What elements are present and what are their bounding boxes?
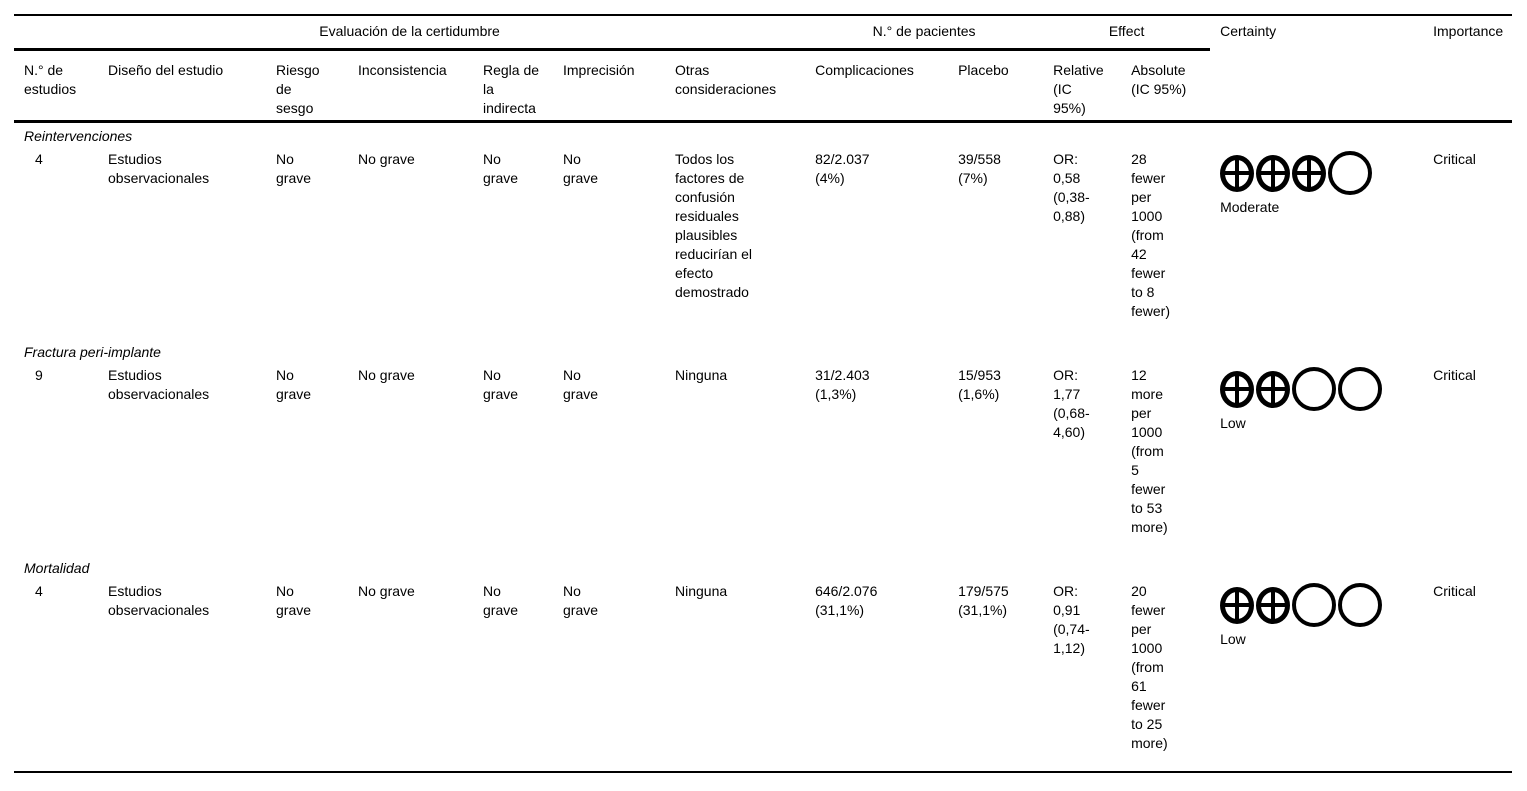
cell-otras-consideraciones: Todos los factores de confusión residual… (675, 151, 753, 300)
section-title-mortalidad: Mortalidad (24, 560, 90, 576)
grade-plus-circle-icon (1220, 586, 1255, 624)
cell-placebo: 15/953 (1,6%) (958, 367, 1001, 402)
col-header-complicaciones: Complicaciones (805, 49, 949, 123)
col-header-n-estudios: N.° de estudios (14, 49, 98, 123)
grade-empty-circle-icon (1338, 367, 1383, 411)
cell-importance: Critical (1433, 583, 1476, 599)
table-row: 9 Estudios observacionales No grave No g… (14, 362, 1512, 555)
cell-n-estudios: 4 (35, 583, 43, 599)
cell-diseno: Estudios observacionales (108, 367, 210, 402)
col-header-absolute: Absolute (IC 95%) (1121, 49, 1211, 123)
grade-plus-circle-icon (1292, 154, 1327, 192)
cell-inconsistencia: No grave (358, 583, 415, 599)
grade-empty-circle-icon (1338, 583, 1383, 627)
section-title-row: Mortalidad (14, 555, 1512, 578)
grade-empty-circle-icon (1328, 151, 1373, 195)
section-title-reintervenciones: Reintervenciones (24, 128, 133, 144)
grade-certainty-icons (1220, 366, 1415, 412)
cell-relative: OR: 0,91 (0,74- 1,12) (1053, 583, 1090, 656)
grade-certainty-icons (1220, 150, 1415, 196)
cell-complicaciones: 31/2.403 (1,3%) (815, 367, 870, 402)
grade-plus-circle-icon (1256, 370, 1291, 408)
col-header-otras-consideraciones: Otras consideraciones (665, 49, 806, 123)
certainty-label: Moderate (1220, 199, 1280, 215)
section-title-row: Reintervenciones (14, 122, 1512, 147)
cell-n-estudios: 9 (35, 367, 43, 383)
cell-otras-consideraciones: Ninguna (675, 583, 728, 599)
section-title-row: Fractura peri-implante (14, 339, 1512, 362)
group-header-effect: Effect (1043, 14, 1211, 51)
col-header-regla-indirecta: Regla de la indirecta (473, 49, 553, 123)
grade-empty-circle-icon (1292, 583, 1337, 627)
cell-riesgo-de-sesgo: No grave (276, 151, 312, 186)
group-header-patients: N.° de pacientes (805, 14, 1044, 51)
col-header-relative: Relative (IC 95%) (1043, 49, 1122, 123)
cell-regla-indirecta: No grave (483, 367, 519, 402)
group-header-importance: Importance (1423, 14, 1513, 123)
cell-relative: OR: 0,58 (0,38- 0,88) (1053, 151, 1090, 224)
cell-diseno: Estudios observacionales (108, 583, 210, 618)
col-header-riesgo-de-sesgo: Riesgo de sesgo (266, 49, 348, 123)
cell-n-estudios: 4 (35, 151, 43, 167)
cell-absolute: 20 fewer per 1000 (from 61 fewer to 25 m… (1131, 583, 1168, 751)
cell-placebo: 179/575 (31,1%) (958, 583, 1009, 618)
cell-relative: OR: 1,77 (0,68- 4,60) (1053, 367, 1090, 440)
col-header-inconsistencia: Inconsistencia (348, 49, 473, 123)
cell-imprecision: No grave (563, 367, 599, 402)
header-columns-row: N.° de estudios Diseño del estudio Riesg… (14, 49, 1512, 123)
col-header-placebo: Placebo (948, 49, 1044, 123)
grade-evidence-table: Evaluación de la certidumbre N.° de paci… (14, 14, 1513, 773)
grade-empty-circle-icon (1292, 367, 1337, 411)
table-row: 4 Estudios observacionales No grave No g… (14, 146, 1512, 339)
header-group-row: Evaluación de la certidumbre N.° de paci… (14, 14, 1513, 123)
cell-riesgo-de-sesgo: No grave (276, 583, 312, 618)
col-header-diseno: Diseño del estudio (98, 49, 266, 123)
cell-riesgo-de-sesgo: No grave (276, 367, 312, 402)
cell-otras-consideraciones: Ninguna (675, 367, 728, 383)
cell-regla-indirecta: No grave (483, 151, 519, 186)
section-title-fractura-peri-implante: Fractura peri-implante (24, 344, 161, 360)
cell-imprecision: No grave (563, 151, 599, 186)
cell-importance: Critical (1433, 151, 1476, 167)
grade-plus-circle-icon (1256, 154, 1291, 192)
grade-plus-circle-icon (1256, 586, 1291, 624)
cell-certainty: Low (1210, 578, 1423, 772)
grade-plus-circle-icon (1220, 154, 1255, 192)
table-body: Reintervenciones 4 Estudios observaciona… (14, 122, 1512, 773)
cell-inconsistencia: No grave (358, 151, 415, 167)
cell-complicaciones: 82/2.037 (4%) (815, 151, 870, 186)
cell-placebo: 39/558 (7%) (958, 151, 1001, 186)
cell-importance: Critical (1433, 367, 1476, 383)
certainty-label: Low (1220, 631, 1246, 647)
cell-absolute: 28 fewer per 1000 (from 42 fewer to 8 fe… (1131, 151, 1170, 319)
cell-complicaciones: 646/2.076 (31,1%) (815, 583, 878, 618)
cell-diseno: Estudios observacionales (108, 151, 210, 186)
cell-regla-indirecta: No grave (483, 583, 519, 618)
cell-certainty: Low (1210, 362, 1423, 555)
cell-imprecision: No grave (563, 583, 599, 618)
table-row: 4 Estudios observacionales No grave No g… (14, 578, 1512, 772)
cell-inconsistencia: No grave (358, 367, 415, 383)
certainty-label: Low (1220, 415, 1246, 431)
col-header-imprecision: Imprecisión (553, 49, 665, 123)
cell-absolute: 12 more per 1000 (from 5 fewer to 53 mor… (1131, 367, 1168, 535)
table-header: Evaluación de la certidumbre N.° de paci… (14, 14, 1513, 123)
grade-plus-circle-icon (1220, 370, 1255, 408)
group-header-certainty-assessment: Evaluación de la certidumbre (14, 14, 806, 51)
grade-certainty-icons (1220, 582, 1415, 628)
group-header-certainty: Certainty (1210, 14, 1424, 123)
cell-certainty: Moderate (1210, 146, 1423, 339)
